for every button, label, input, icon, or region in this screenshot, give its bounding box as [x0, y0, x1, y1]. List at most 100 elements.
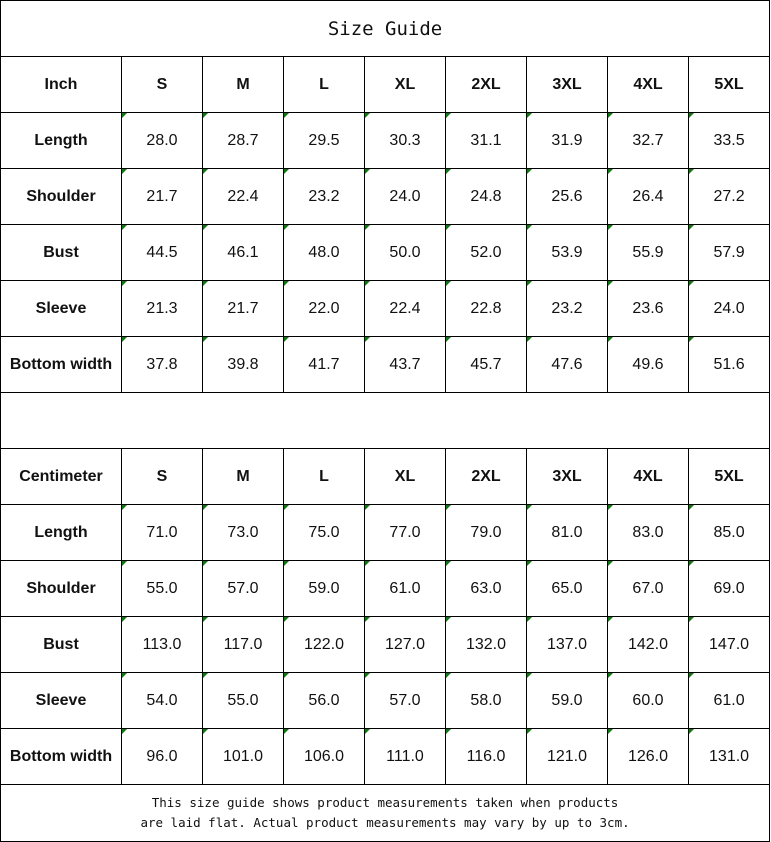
- size-header: L: [283, 56, 365, 113]
- size-header: 2XL: [445, 56, 527, 113]
- table-row: Shoulder 21.7 22.4 23.2 24.0 24.8 25.6 26.4 27.2: [0, 168, 771, 225]
- measurement-label: Shoulder: [0, 168, 122, 225]
- measurement-value: 31.1: [445, 112, 527, 169]
- measurement-value: 22.8: [445, 280, 527, 337]
- measurement-value: 81.0: [526, 504, 608, 561]
- measurement-value: 113.0: [121, 616, 203, 673]
- measurement-value: 65.0: [526, 560, 608, 617]
- measurement-value: 101.0: [202, 728, 284, 785]
- measurement-value: 45.7: [445, 336, 527, 393]
- measurement-value: 27.2: [687, 168, 771, 225]
- measurement-value: 50.0: [364, 224, 446, 281]
- measurement-value: 57.0: [364, 672, 446, 729]
- measurement-value: 117.0: [202, 616, 284, 673]
- measurement-value: 28.7: [202, 112, 284, 169]
- measurement-value: 22.4: [364, 280, 446, 337]
- measurement-label: Sleeve: [0, 280, 122, 337]
- measurement-value: 21.3: [121, 280, 203, 337]
- size-header: M: [202, 448, 284, 505]
- measurement-value: 131.0: [687, 728, 771, 785]
- measurement-value: 60.0: [607, 672, 689, 729]
- unit-label: Centimeter: [0, 448, 122, 505]
- measurement-value: 127.0: [364, 616, 446, 673]
- size-header: 5XL: [687, 56, 771, 113]
- size-header: 3XL: [526, 448, 608, 505]
- measurement-value: 55.0: [202, 672, 284, 729]
- measurement-value: 75.0: [283, 504, 365, 561]
- measurement-value: 43.7: [364, 336, 446, 393]
- size-header: S: [121, 56, 203, 113]
- measurement-value: 61.0: [687, 672, 771, 729]
- size-header: 4XL: [607, 448, 689, 505]
- measurement-value: 59.0: [526, 672, 608, 729]
- measurement-value: 106.0: [283, 728, 365, 785]
- measurement-value: 23.2: [526, 280, 608, 337]
- measurement-value: 58.0: [445, 672, 527, 729]
- measurement-value: 46.1: [202, 224, 284, 281]
- measurement-value: 25.6: [526, 168, 608, 225]
- table-row: Length 28.0 28.7 29.5 30.3 31.1 31.9 32.7 33.5: [0, 112, 771, 169]
- measurement-value: 132.0: [445, 616, 527, 673]
- measurement-value: 44.5: [121, 224, 203, 281]
- table-row: Bottom width 37.8 39.8 41.7 43.7 45.7 47.6 49.6…: [0, 336, 771, 393]
- measurement-value: 79.0: [445, 504, 527, 561]
- measurement-value: 116.0: [445, 728, 527, 785]
- measurement-value: 24.0: [364, 168, 446, 225]
- measurement-value: 85.0: [687, 504, 771, 561]
- measurement-value: 24.8: [445, 168, 527, 225]
- measurement-value: 137.0: [526, 616, 608, 673]
- measurement-value: 33.5: [687, 112, 771, 169]
- table-row: Length 71.0 73.0 75.0 77.0 79.0 81.0 83.0 85.0: [0, 504, 771, 561]
- measurement-value: 122.0: [283, 616, 365, 673]
- measurement-value: 121.0: [526, 728, 608, 785]
- measurement-value: 69.0: [687, 560, 771, 617]
- measurement-label: Shoulder: [0, 560, 122, 617]
- measurement-value: 63.0: [445, 560, 527, 617]
- measurement-value: 26.4: [607, 168, 689, 225]
- measurement-value: 21.7: [121, 168, 203, 225]
- measurement-value: 67.0: [607, 560, 689, 617]
- measurement-value: 47.6: [526, 336, 608, 393]
- measurement-value: 22.0: [283, 280, 365, 337]
- measurement-value: 30.3: [364, 112, 446, 169]
- measurement-value: 39.8: [202, 336, 284, 393]
- size-header: 5XL: [687, 448, 771, 505]
- measurement-value: 142.0: [607, 616, 689, 673]
- size-header: M: [202, 56, 284, 113]
- note-line-2: are laid flat. Actual product measuremen…: [140, 815, 630, 830]
- size-header: S: [121, 448, 203, 505]
- spacer-row: [0, 392, 771, 449]
- measurement-value: 83.0: [607, 504, 689, 561]
- inch-header-row: Inch S M L XL 2XL 3XL 4XL 5XL: [0, 56, 771, 113]
- measurement-value: 21.7: [202, 280, 284, 337]
- size-header: 4XL: [607, 56, 689, 113]
- table-row: Bust 44.5 46.1 48.0 50.0 52.0 53.9 55.9 57.9: [0, 224, 771, 281]
- table-row: Sleeve 54.0 55.0 56.0 57.0 58.0 59.0 60.0 61.0: [0, 672, 771, 729]
- measurement-label: Length: [0, 504, 122, 561]
- measurement-value: 22.4: [202, 168, 284, 225]
- spacer-cell: [0, 392, 771, 449]
- measurement-value: 23.2: [283, 168, 365, 225]
- measurement-value: 126.0: [607, 728, 689, 785]
- measurement-value: 73.0: [202, 504, 284, 561]
- measurement-value: 54.0: [121, 672, 203, 729]
- measurement-value: 61.0: [364, 560, 446, 617]
- size-header: 2XL: [445, 448, 527, 505]
- measurement-value: 29.5: [283, 112, 365, 169]
- measurement-value: 49.6: [607, 336, 689, 393]
- measurement-value: 31.9: [526, 112, 608, 169]
- measurement-value: 48.0: [283, 224, 365, 281]
- table-row: Bust 113.0 117.0 122.0 127.0 132.0 137.0 142.0 1…: [0, 616, 771, 673]
- table-row: Bottom width 96.0 101.0 106.0 111.0 116.0 121.…: [0, 728, 771, 785]
- note-line-1: This size guide shows product measuremen…: [151, 795, 619, 810]
- measurement-value: 41.7: [283, 336, 365, 393]
- measurement-value: 55.0: [121, 560, 203, 617]
- cm-header-row: Centimeter S M L XL 2XL 3XL 4XL 5XL: [0, 448, 771, 505]
- measurement-label: Bust: [0, 224, 122, 281]
- size-header: XL: [364, 448, 446, 505]
- measurement-value: 59.0: [283, 560, 365, 617]
- measurement-value: 57.0: [202, 560, 284, 617]
- measurement-label: Bottom width: [0, 336, 122, 393]
- disclaimer-note: This size guide shows product measuremen…: [0, 784, 771, 842]
